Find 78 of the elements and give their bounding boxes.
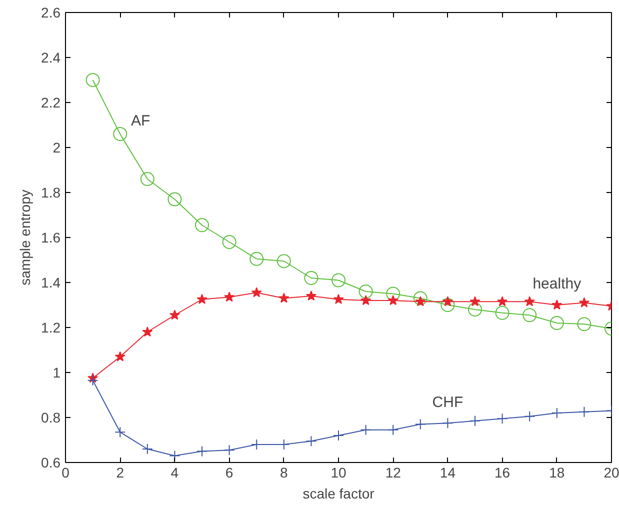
point [276,254,291,268]
x-tick-label: 16 [494,464,510,480]
x-tick-label: 2 [116,464,124,480]
point [224,292,235,302]
point [306,436,317,447]
series-label: CHF [432,394,464,411]
point [332,273,346,288]
point [468,302,482,316]
y-axis-title: sample entropy [17,190,34,286]
point [577,317,592,332]
point [495,306,510,320]
point [413,291,428,306]
x-tick-label: 18 [549,464,565,480]
y-tick-label: 2.4 [41,50,61,66]
point [140,172,154,186]
point [142,444,153,454]
x-tick-label: 14 [440,464,456,480]
y-tick-label: 1.8 [41,184,61,200]
point [114,426,126,438]
point [522,308,537,322]
point [224,444,235,456]
x-tick-label: 20 [604,464,619,480]
point [470,415,480,426]
x-axis-title: scale factor [302,486,375,502]
point [360,295,372,306]
point [414,418,426,430]
point [497,296,508,306]
point [222,235,236,249]
x-tick-label: 6 [225,464,234,480]
y-tick-label: 1.6 [41,230,61,246]
y-tick-label: 1.2 [41,320,61,336]
point [440,298,455,312]
y-tick-label: 2.6 [41,4,61,20]
point [196,446,208,457]
point [114,351,126,362]
point [360,424,372,436]
point [551,408,562,418]
point [524,296,535,306]
y-tick-label: 0.8 [41,410,61,426]
point [333,294,344,304]
x-tick-label: 12 [385,464,402,480]
point [578,406,590,418]
y-tick-label: 1 [52,364,61,380]
point [87,374,98,386]
point [86,73,100,87]
x-tick-label: 8 [280,464,288,480]
y-tick-label: 1.4 [41,274,61,290]
point [386,286,400,301]
point [388,424,399,436]
point [250,252,264,266]
point [496,413,508,424]
point [195,218,209,232]
point [442,418,454,429]
y-tick-label: 2.2 [41,94,61,110]
point [168,192,182,206]
x-tick-label: 0 [62,464,70,480]
point [470,296,480,306]
point [278,292,290,303]
point [552,300,562,310]
point [251,287,262,298]
point [196,294,208,304]
y-tick-label: 2 [52,140,61,156]
x-tick-label: 4 [170,464,179,480]
point [358,284,373,298]
point [142,326,153,337]
series-label: AF [131,112,150,130]
point [306,290,316,301]
point [113,127,128,141]
point [333,430,344,441]
point [388,295,398,306]
y-tick-label: 0.6 [41,454,61,470]
point [304,271,318,285]
point [578,297,590,308]
x-tick-label: 10 [330,464,346,480]
point [550,316,564,330]
series-label: healthy [532,276,582,293]
point [169,310,180,320]
point [524,410,536,422]
